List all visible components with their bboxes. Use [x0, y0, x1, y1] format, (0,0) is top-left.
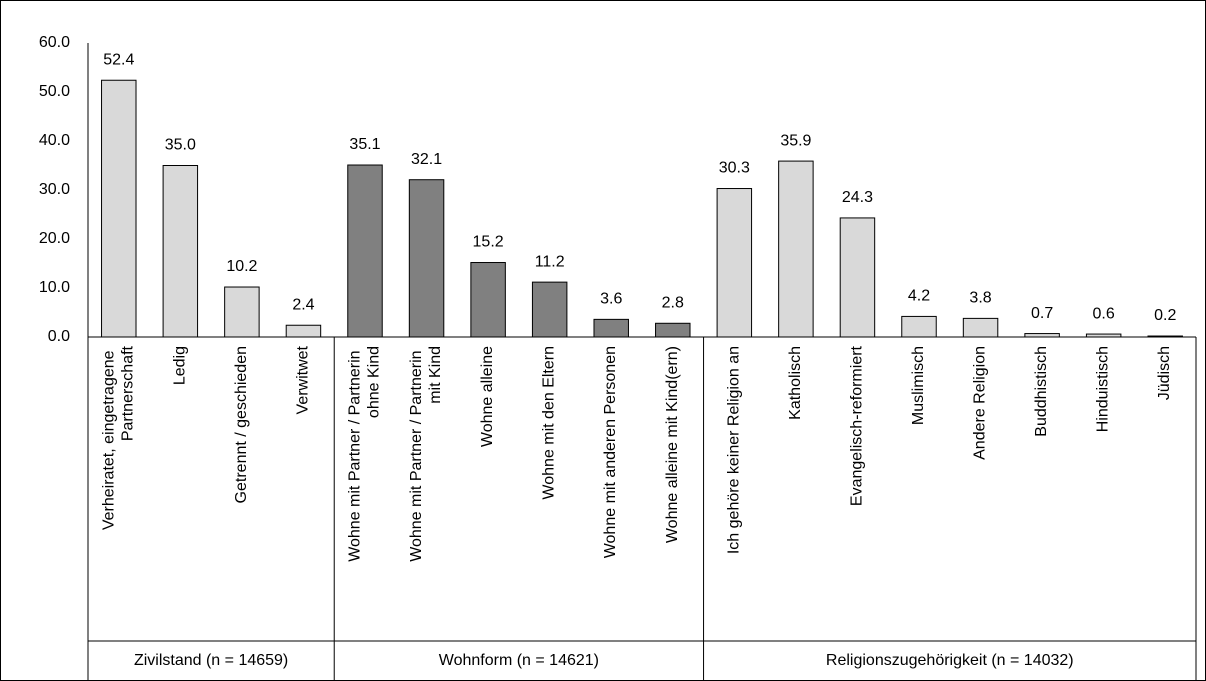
- bar: [655, 322, 691, 338]
- value-label: 30.3: [719, 160, 750, 177]
- x-tick-label: Jüdisch: [1156, 346, 1173, 400]
- bar: [1024, 333, 1060, 338]
- x-tick-label: Wohne alleine: [479, 346, 496, 447]
- bar: [162, 165, 199, 338]
- y-tick-label: 50.0: [39, 83, 70, 100]
- value-label: 24.3: [842, 189, 873, 206]
- value-label: 15.2: [473, 234, 504, 251]
- value-label: 35.9: [780, 132, 811, 149]
- x-tick-label: Wohne mit anderen Personen: [602, 346, 619, 558]
- x-tick-label: Buddhistisch: [1033, 346, 1050, 437]
- x-tick-label: Evangelisch-reformiert: [849, 345, 866, 506]
- bar: [962, 317, 999, 338]
- x-tick-label: Wohne mit den Eltern: [541, 346, 558, 500]
- value-label: 2.8: [662, 294, 684, 311]
- value-label: 52.4: [103, 51, 134, 68]
- x-tick-label: Wohne mit Partner / Partnerin ohne Kind: [347, 346, 383, 562]
- x-tick-label: Wohne alleine mit Kind(ern): [664, 346, 681, 543]
- value-label: 0.7: [1031, 305, 1053, 322]
- x-tick-label: Getrennt / geschieden: [233, 346, 250, 503]
- y-tick-label: 20.0: [39, 230, 70, 247]
- value-label: 35.1: [349, 136, 380, 153]
- value-label: 11.2: [535, 253, 565, 270]
- x-tick-label: Verheiratet, eingetragene Partnerschaft: [100, 345, 136, 530]
- bar: [470, 262, 506, 338]
- group-label: Wohnform (n = 14621): [439, 652, 599, 669]
- value-label: 32.1: [411, 151, 442, 168]
- bar: [839, 217, 876, 338]
- bar: [901, 315, 937, 338]
- bar: [101, 79, 137, 338]
- x-tick-label: Hinduistisch: [1095, 346, 1112, 432]
- group-label: Religionszugehörigkeit (n = 14032): [826, 652, 1074, 669]
- bar: [778, 160, 814, 338]
- x-tick-label: Ledig: [172, 346, 189, 385]
- bar: [347, 164, 383, 338]
- value-label: 35.0: [165, 137, 196, 154]
- value-label: 3.8: [969, 290, 991, 307]
- value-label: 0.6: [1093, 305, 1115, 322]
- x-tick-label: Andere Religion: [972, 346, 989, 460]
- bar: [593, 318, 629, 338]
- y-tick-label: 60.0: [39, 34, 70, 51]
- x-tick-label: Ich gehöre keiner Religion an: [726, 346, 743, 554]
- y-tick-label: 10.0: [39, 279, 70, 296]
- group-label: Zivilstand (n = 14659): [134, 652, 288, 669]
- y-tick-label: 0.0: [48, 328, 70, 345]
- x-tick-label: Katholisch: [787, 346, 804, 420]
- value-label: 0.2: [1154, 307, 1176, 324]
- value-label: 3.6: [600, 291, 622, 308]
- value-label: 10.2: [226, 258, 257, 275]
- bar: [408, 179, 445, 338]
- bar: [531, 281, 568, 338]
- x-tick-label: Verwitwet: [295, 345, 312, 414]
- x-tick-label: Wohne mit Partner / Partnerin mit Kind: [408, 346, 444, 562]
- y-tick-label: 30.0: [39, 181, 70, 198]
- bar: [716, 188, 753, 338]
- value-label: 2.4: [292, 296, 314, 313]
- value-label: 4.2: [908, 288, 930, 305]
- y-tick-label: 40.0: [39, 132, 70, 149]
- bar: [224, 286, 260, 338]
- x-tick-label: Muslimisch: [910, 346, 927, 425]
- bar: [285, 324, 322, 338]
